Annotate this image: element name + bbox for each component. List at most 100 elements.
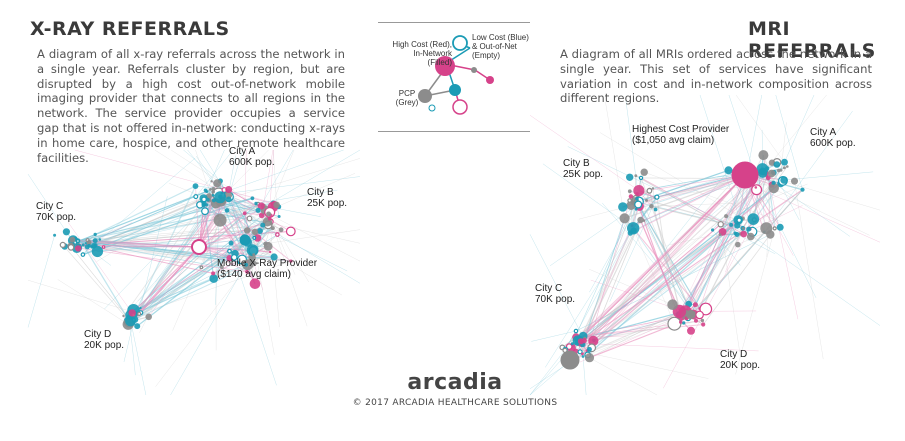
referral-edge — [582, 180, 784, 355]
provider-node — [201, 207, 209, 216]
referral-edge — [62, 244, 130, 322]
hub-edge — [639, 174, 746, 207]
referral-edge — [609, 197, 658, 302]
provider-node — [741, 227, 745, 230]
mri-description: A diagram of all MRIs ordered across the… — [560, 47, 872, 106]
referral-edge — [27, 173, 67, 232]
referral-edge — [599, 132, 743, 219]
xray-description: A diagram of all x-ray referrals across … — [37, 47, 345, 165]
referral-edge — [640, 177, 692, 315]
referral-edge — [529, 349, 590, 389]
referral-edge — [94, 185, 196, 235]
provider-node — [577, 349, 583, 355]
hub-node — [239, 234, 251, 246]
mri-city-a-label: City A 600K pop. — [810, 127, 856, 149]
referral-edge — [139, 191, 214, 333]
referral-edge — [76, 247, 248, 273]
hub-edge — [198, 203, 257, 248]
provider-node — [686, 309, 696, 320]
referral-edge — [738, 94, 763, 221]
legend-low-cost-node — [449, 84, 461, 96]
provider-node — [667, 299, 678, 311]
provider-node — [230, 254, 238, 261]
referral-edge — [581, 162, 773, 343]
referral-edge — [137, 199, 229, 302]
provider-node — [586, 346, 592, 352]
provider-node — [84, 242, 88, 245]
provider-node — [724, 214, 729, 219]
provider-node — [771, 180, 776, 185]
mri-title: MRI REFERRALS — [748, 18, 876, 62]
provider-node — [791, 177, 798, 185]
provider-node — [634, 174, 638, 178]
provider-node — [131, 316, 139, 323]
hub-edge — [654, 174, 746, 198]
referral-edge — [746, 175, 870, 236]
provider-node — [228, 240, 234, 246]
referral-edge — [567, 146, 732, 226]
hub-edge — [198, 246, 248, 273]
referral-edge — [575, 234, 771, 332]
provider-node — [692, 302, 698, 308]
referral-edge — [176, 201, 248, 231]
provider-node — [254, 201, 258, 206]
hub-edge — [131, 246, 200, 321]
provider-node — [211, 193, 215, 197]
hub-edge — [138, 246, 200, 315]
provider-node — [773, 161, 781, 168]
referral-edge — [154, 149, 268, 223]
referral-edge — [200, 220, 221, 268]
provider-node — [91, 243, 97, 249]
referral-edge — [605, 101, 625, 219]
provider-node — [275, 232, 280, 237]
provider-node — [777, 168, 781, 173]
referral-edge — [77, 240, 243, 260]
referral-edge — [170, 249, 255, 396]
referral-edge — [529, 115, 640, 191]
referral-edge — [257, 149, 361, 211]
legend-pcp-node — [418, 89, 432, 103]
provider-node — [242, 211, 247, 216]
hub-edge — [130, 239, 246, 316]
provider-node — [634, 200, 643, 209]
provider-node — [735, 241, 741, 248]
hub-edge — [131, 246, 200, 314]
provider-node — [253, 234, 262, 242]
provider-node — [62, 228, 70, 236]
referral-edge — [529, 234, 590, 350]
mri-city-b-label: City B 25K pop. — [563, 158, 604, 180]
mri-provider-label: Highest Cost Provider ($1,050 avg claim) — [632, 124, 730, 146]
provider-node — [584, 353, 595, 363]
provider-node — [252, 253, 256, 257]
referral-edge — [577, 319, 703, 343]
provider-node — [679, 320, 683, 324]
provider-node — [718, 233, 722, 237]
provider-node — [637, 216, 644, 224]
provider-node — [81, 243, 85, 247]
provider-node — [635, 196, 639, 201]
provider-node — [278, 227, 284, 233]
referral-edge — [70, 236, 245, 248]
referral-edge — [255, 189, 338, 204]
provider-node — [772, 226, 777, 231]
provider-node — [251, 228, 259, 236]
referral-edge — [680, 178, 757, 323]
provider-node — [244, 262, 249, 267]
hub-edge — [589, 174, 746, 350]
legend: High Cost (Red), In-Network (Filled) Low… — [378, 22, 530, 132]
provider-node — [225, 196, 232, 203]
legend-glyphs — [418, 35, 494, 115]
provider-node — [269, 222, 273, 226]
provider-node — [209, 188, 212, 191]
referral-edge — [77, 240, 254, 251]
provider-node — [780, 176, 788, 184]
provider-node — [87, 243, 91, 248]
legend-small-node — [471, 67, 477, 73]
referral-edge — [666, 228, 744, 246]
hub-edge — [133, 239, 246, 321]
provider-node — [781, 158, 788, 166]
hub-edge — [198, 246, 254, 252]
provider-node — [654, 194, 660, 200]
hub-edge — [148, 246, 200, 317]
provider-node — [736, 217, 742, 223]
